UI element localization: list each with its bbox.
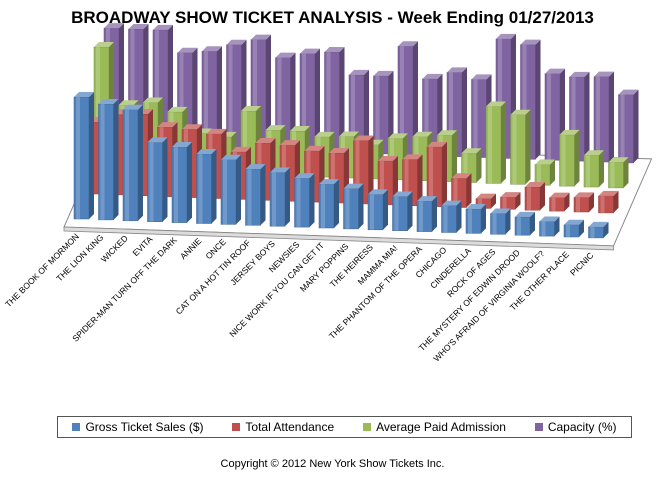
bar-1-11 xyxy=(353,135,374,205)
bar-1-17 xyxy=(500,192,521,210)
bar-0-4 xyxy=(171,141,192,223)
legend-swatch-admission xyxy=(363,423,372,431)
bar-0-6 xyxy=(220,154,241,225)
bar-3-12 xyxy=(397,41,418,156)
bar-0-1 xyxy=(98,99,119,221)
bar-0-5 xyxy=(196,148,217,224)
bar-0-13 xyxy=(392,191,413,231)
bar-0-21 xyxy=(588,221,609,239)
bar-0-10 xyxy=(318,179,339,229)
category-label: THE LION KING xyxy=(54,232,105,283)
bar-0-12 xyxy=(367,189,388,231)
legend-item-gross: Gross Ticket Sales ($) xyxy=(72,420,203,434)
bar-2-21 xyxy=(608,157,629,189)
floor-edge xyxy=(63,226,614,251)
bar-0-14 xyxy=(416,196,437,232)
category-label: THE PHANTOM OF THE OPERA xyxy=(327,244,424,341)
bar-1-19 xyxy=(549,192,570,212)
bar-1-18 xyxy=(524,182,545,211)
bar-0-3 xyxy=(147,137,168,222)
bar-0-11 xyxy=(343,183,364,230)
bar-0-19 xyxy=(539,216,560,237)
chart-legend: Gross Ticket Sales ($) Total Attendance … xyxy=(57,416,632,438)
bar-0-7 xyxy=(245,164,266,226)
legend-swatch-gross xyxy=(72,423,81,431)
bar-1-20 xyxy=(573,192,594,213)
bar-3-9 xyxy=(324,47,345,153)
bar-0-20 xyxy=(563,219,584,238)
legend-item-admission: Average Paid Admission xyxy=(363,420,506,434)
legend-swatch-capacity xyxy=(534,423,543,431)
bar-0-8 xyxy=(269,167,290,227)
bar-0-15 xyxy=(441,200,462,233)
bar-0-18 xyxy=(514,211,535,236)
bar-3-11 xyxy=(373,70,394,155)
bar-0-17 xyxy=(490,208,511,235)
copyright-text: Copyright © 2012 New York Show Tickets I… xyxy=(220,458,445,470)
legend-label-capacity: Capacity (%) xyxy=(547,420,617,434)
bar-3-20 xyxy=(593,71,614,163)
legend-label-admission: Average Paid Admission xyxy=(376,420,506,434)
chart-bars xyxy=(73,23,639,239)
bar-1-21 xyxy=(598,190,619,214)
bar-3-4 xyxy=(201,46,222,148)
category-label: ANNIE xyxy=(178,236,204,262)
legend-label-attendance: Total Attendance xyxy=(245,420,335,434)
category-label: NICE WORK IF YOU CAN GET IT xyxy=(227,240,326,339)
legend-item-attendance: Total Attendance xyxy=(232,420,334,434)
bar-0-16 xyxy=(465,204,486,234)
bar-2-16 xyxy=(485,101,506,184)
category-label: PICNIC xyxy=(568,250,595,277)
bar-0-2 xyxy=(122,104,143,222)
legend-swatch-attendance xyxy=(232,423,241,431)
bar-0-0 xyxy=(73,92,94,220)
bar-0-9 xyxy=(294,173,315,228)
bar-2-19 xyxy=(559,129,580,187)
bar-3-21 xyxy=(618,89,639,164)
legend-label-gross: Gross Ticket Sales ($) xyxy=(85,420,204,434)
bar-1-15 xyxy=(451,173,472,208)
legend-item-capacity: Capacity (%) xyxy=(534,420,617,434)
chart-title: BROADWAY SHOW TICKET ANALYSIS - Week End… xyxy=(71,8,594,27)
bar-2-17 xyxy=(510,109,531,185)
bar-2-18 xyxy=(534,159,555,186)
bar-1-16 xyxy=(475,193,496,209)
bar-2-20 xyxy=(583,150,604,188)
